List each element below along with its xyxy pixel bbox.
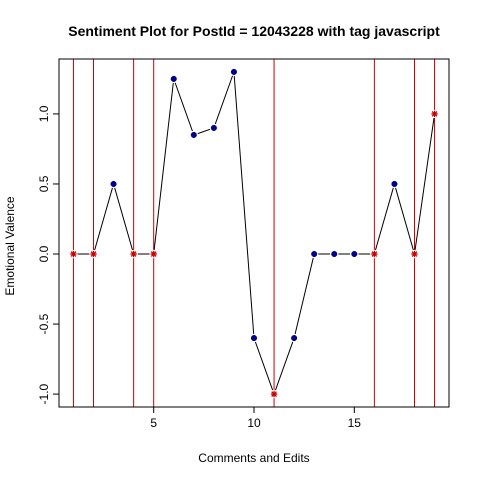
edit-point-stroke [150, 251, 157, 257]
comment-point [291, 335, 298, 342]
edit-point-stroke [431, 111, 438, 117]
comment-point [170, 75, 177, 82]
y-tick-label: -0.5 [37, 313, 51, 334]
comment-point [391, 180, 398, 188]
chart-title: Sentiment Plot for PostId = 12043228 wit… [68, 23, 440, 39]
edit-point-stroke [70, 251, 77, 257]
comment-point [250, 335, 258, 342]
edit-point-stroke [371, 251, 378, 257]
edit-point [371, 250, 378, 258]
y-axis-label: Emotional Valence [3, 196, 17, 295]
comment-point [230, 68, 237, 75]
comment-point [190, 131, 197, 138]
comment-point [110, 180, 117, 188]
comment-point [331, 250, 338, 258]
data-series [69, 67, 439, 399]
y-tick-label: 0.5 [37, 175, 51, 192]
series-line [73, 71, 436, 396]
x-tick-label: 15 [348, 416, 362, 430]
edit-point [411, 250, 418, 258]
y-tick-label: -1.0 [37, 383, 51, 404]
edit-point [150, 250, 157, 258]
edit-point [90, 250, 97, 258]
y-tick-label: 0.0 [37, 245, 51, 262]
y-tick-label: 1.0 [37, 105, 51, 122]
edit-point-stroke [411, 251, 418, 257]
edit-point [431, 110, 438, 118]
edit-point [270, 390, 278, 398]
x-tick-label: 5 [150, 416, 157, 430]
edit-point-stroke [271, 391, 277, 397]
edit-point-stroke [90, 251, 97, 257]
edit-point [70, 250, 77, 258]
comment-point [210, 124, 217, 131]
y-axis: -1.0 -0.5 0.0 0.5 1.0 [37, 105, 59, 404]
x-tick-label: 10 [247, 416, 261, 430]
plot-frame [58, 58, 450, 408]
comment-point [351, 250, 358, 258]
edit-point-stroke [130, 251, 137, 257]
x-axis: 5 10 15 [150, 407, 361, 430]
vertical-markers [72, 59, 436, 407]
x-axis-label: Comments and Edits [198, 451, 309, 465]
edit-point [130, 250, 137, 258]
comment-point [311, 250, 318, 258]
